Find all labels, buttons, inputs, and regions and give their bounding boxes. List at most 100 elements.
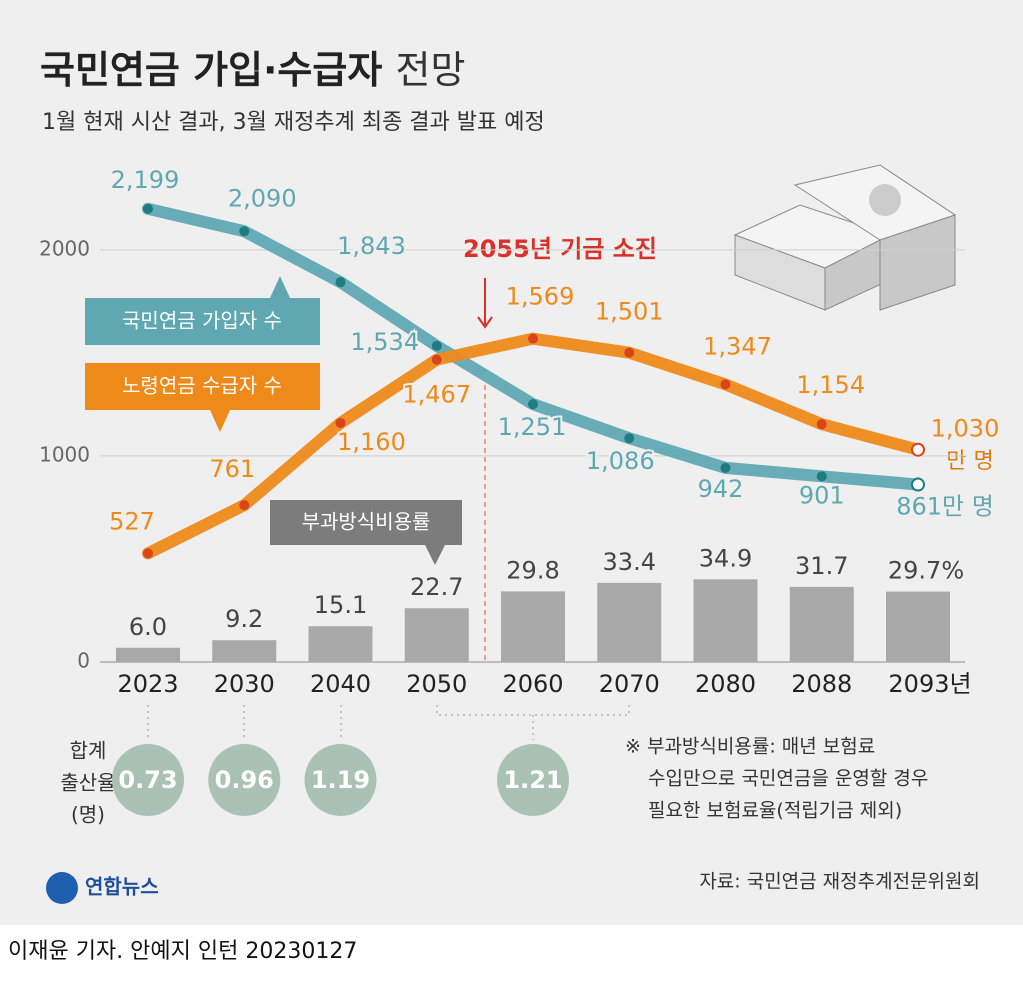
x-tick-label: 2060 xyxy=(502,670,563,698)
data-label: 1,347 xyxy=(703,332,772,360)
subtitle: 1월 현재 시산 결과, 3월 재정추계 최종 결과 발표 예정 xyxy=(42,110,545,135)
bar xyxy=(116,647,180,662)
point xyxy=(720,379,731,390)
fertility-circle xyxy=(208,744,281,816)
point xyxy=(816,419,827,430)
fertility-value: 0.96 xyxy=(215,766,274,794)
note: ※ 부과방식비용률: 매년 보험료 xyxy=(625,736,875,758)
logo: 연합뉴스 xyxy=(85,875,159,899)
data-label: 1,467 xyxy=(402,381,471,409)
point xyxy=(143,548,153,559)
point xyxy=(431,340,442,351)
point xyxy=(816,471,827,482)
legend-box xyxy=(85,276,320,345)
point xyxy=(911,477,925,492)
point xyxy=(720,462,731,473)
bar xyxy=(404,608,469,662)
legend-label: 노령연금 수급자 수 xyxy=(122,374,282,398)
bar xyxy=(886,591,950,662)
unit-label: 만 명 xyxy=(946,449,993,474)
fertility-circle xyxy=(304,744,377,816)
bar-label: 31.7 xyxy=(795,552,848,580)
x-tick-label: 2080 xyxy=(695,670,756,698)
data-label: 2,090 xyxy=(228,184,297,212)
fertility-label: 출산율 xyxy=(60,771,115,795)
bar-label: 29.7% xyxy=(888,557,964,585)
point xyxy=(239,226,250,237)
logo-mark xyxy=(46,872,78,904)
data-label: 1,501 xyxy=(595,298,664,326)
data-label: 1,154 xyxy=(796,371,865,399)
point xyxy=(431,354,442,365)
title: 국민연금 가입·수급자 전망 xyxy=(40,48,465,92)
note: 수입만으로 국민연금을 운영할 경우 xyxy=(648,768,928,790)
point xyxy=(911,442,925,457)
data-label: 527 xyxy=(109,507,155,535)
data-label: 901 xyxy=(799,481,845,509)
bar-label: 29.8 xyxy=(506,556,559,584)
fertility-connectors xyxy=(147,705,630,740)
y-tick-label: 0 xyxy=(77,649,90,673)
data-label: 861만 명 xyxy=(896,493,994,521)
bar-label: 15.1 xyxy=(314,591,367,619)
bar-label: 6.0 xyxy=(129,613,167,641)
legend: 국민연금 가입자 수 노령연금 수급자 수 부과방식비용률 xyxy=(85,276,462,565)
legend-box xyxy=(85,363,320,432)
bar xyxy=(693,579,758,662)
legend-label: 국민연금 가입자 수 xyxy=(122,309,282,333)
note: 필요한 보험료율(적립기금 제외) xyxy=(648,800,902,822)
point xyxy=(624,347,635,358)
data-label: 1,030 xyxy=(931,415,1000,443)
title-main: 국민연금 가입·수급자 xyxy=(40,48,382,92)
bar xyxy=(789,586,854,662)
fertility-value: 0.73 xyxy=(118,766,177,794)
point xyxy=(335,277,346,288)
bar-label: 33.4 xyxy=(603,548,656,576)
point xyxy=(335,417,346,428)
fertility-circle xyxy=(112,744,184,816)
bar-label: 22.7 xyxy=(410,573,463,601)
annotation: 2055년 기금 소진 xyxy=(463,235,657,263)
x-tick-label: 2023 xyxy=(117,670,178,698)
point xyxy=(528,399,538,410)
point xyxy=(239,500,250,511)
y-tick-label: 1000 xyxy=(39,442,90,466)
fertility-label: (명) xyxy=(71,803,105,827)
bar xyxy=(501,591,565,662)
bar xyxy=(308,626,373,662)
fertility-label: 합계 xyxy=(70,739,107,763)
data-label: 942 xyxy=(698,475,744,503)
bar-label: 9.2 xyxy=(225,605,263,633)
point xyxy=(624,433,635,444)
data-label: 1,569 xyxy=(506,283,575,311)
bar xyxy=(597,582,662,662)
data-label: 1,160 xyxy=(337,428,406,456)
title-suffix: 전망 xyxy=(396,48,466,92)
fertility-value: 1.19 xyxy=(311,766,370,794)
fertility-value: 1.21 xyxy=(503,766,562,794)
data-label: 1,086 xyxy=(586,447,655,475)
x-tick-label: 2040 xyxy=(310,670,371,698)
data-label: 1,843 xyxy=(337,232,406,260)
point xyxy=(528,333,538,344)
point xyxy=(143,203,153,214)
money-icon xyxy=(733,164,957,311)
legend-box xyxy=(270,500,462,565)
source: 자료: 국민연금 재정추계전문위원회 xyxy=(699,871,980,893)
data-label: 2,199 xyxy=(111,166,180,194)
data-label: 1,534 xyxy=(350,328,419,356)
x-tick-label: 2093년 xyxy=(888,670,971,698)
x-tick-label: 2050 xyxy=(406,670,467,698)
data-label: 761 xyxy=(209,455,255,483)
x-tick-label: 2070 xyxy=(599,670,660,698)
y-tick-label: 2000 xyxy=(39,236,90,260)
data-label: 1,251 xyxy=(498,413,567,441)
byline: 이재윤 기자. 안예지 인턴 20230127 xyxy=(8,939,357,964)
bar xyxy=(212,640,277,662)
x-tick-label: 2030 xyxy=(214,670,275,698)
x-tick-label: 2088 xyxy=(791,670,852,698)
fertility-circle xyxy=(497,744,569,816)
legend-label: 부과방식비용률 xyxy=(302,510,431,534)
bar-label: 34.9 xyxy=(699,544,752,572)
